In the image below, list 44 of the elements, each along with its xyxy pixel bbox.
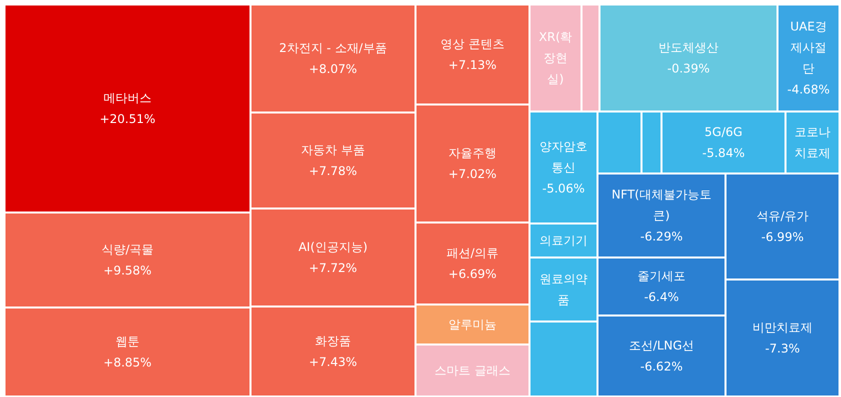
- category-label: 조선/LNG선: [629, 338, 694, 352]
- category-label: 식량/곡물: [101, 242, 154, 256]
- category-label: 원료의약품: [540, 272, 588, 307]
- category-label: AI(인공지능): [298, 240, 368, 254]
- data-label: +6.69%: [448, 267, 497, 281]
- category-label: 줄기세포: [638, 269, 686, 283]
- data-label: -6.99%: [761, 230, 804, 244]
- category-label: UAE경제사절단: [790, 20, 827, 76]
- category-label: XR(확장현실): [538, 30, 572, 86]
- category-label: 자율주행: [448, 146, 496, 160]
- category-label: NFT(대체불가능토큰): [612, 188, 712, 222]
- category-label: 영상 콘텐츠: [440, 37, 504, 51]
- category-label: 알루미늄: [448, 318, 496, 332]
- category-label: 코로나치료제: [794, 125, 830, 160]
- category-label: 패션/의류: [446, 246, 499, 260]
- data-label: +7.43%: [308, 355, 358, 369]
- data-label: -6.29%: [640, 230, 683, 244]
- data-label: +7.72%: [308, 261, 358, 275]
- data-label: -4.68%: [787, 82, 830, 96]
- category-label: 의료기기: [540, 234, 588, 248]
- data-label: -6.4%: [644, 290, 679, 304]
- data-label: +7.13%: [448, 58, 497, 72]
- data-label: -6.62%: [640, 360, 683, 374]
- data-label: -5.06%: [542, 182, 585, 196]
- data-label: +8.07%: [308, 62, 358, 76]
- data-label: +7.78%: [308, 164, 358, 178]
- category-label: 비만치료제: [752, 320, 812, 334]
- data-label: -5.84%: [702, 146, 745, 160]
- category-label: 반도체생산: [658, 40, 718, 54]
- data-label: +9.58%: [103, 264, 152, 278]
- category-label: 스마트 글래스: [434, 364, 510, 378]
- data-label: +8.85%: [103, 356, 152, 370]
- category-label: 웹툰: [116, 334, 140, 348]
- data-label: +20.51%: [100, 112, 156, 126]
- category-label: 석유/유가: [756, 209, 809, 223]
- category-label: 2차전지 - 소재/부품: [279, 41, 387, 55]
- category-label: 화장품: [315, 334, 351, 348]
- category-label: 양자암호통신: [540, 140, 588, 174]
- category-label: 메타버스: [104, 91, 152, 105]
- category-label: 5G/6G: [704, 125, 742, 139]
- data-label: +7.02%: [448, 167, 497, 181]
- category-label: 자동차 부품: [301, 143, 365, 157]
- data-label: -7.3%: [765, 342, 800, 356]
- data-label: -0.39%: [667, 62, 710, 76]
